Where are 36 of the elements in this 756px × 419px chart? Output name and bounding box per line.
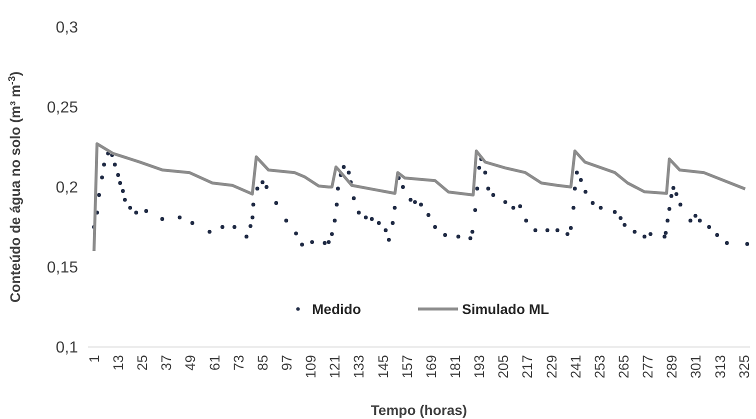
legend-label: Medido	[312, 300, 361, 317]
x-tick-label: 325	[736, 354, 752, 378]
x-tick-label: 37	[158, 354, 174, 371]
x-tick-label: 265	[616, 354, 632, 378]
x-tick-label: 121	[326, 354, 343, 378]
x-tick-label: 301	[688, 354, 704, 378]
x-tick-label: 25	[134, 354, 150, 371]
x-tick-label: 85	[254, 354, 270, 371]
x-tick-label: 193	[471, 354, 488, 378]
y-tick-label: 0,15	[46, 260, 78, 277]
x-tick-label: 13	[110, 354, 126, 371]
y-tick-label: 0,1	[56, 340, 78, 357]
x-tick-label: 313	[712, 354, 728, 378]
y-tick-label: 0,2	[56, 180, 78, 197]
y-tick-label: 0,25	[46, 100, 78, 117]
x-tick-label: 217	[519, 354, 536, 378]
x-tick-label: 289	[664, 354, 680, 378]
x-tick-label: 169	[422, 354, 439, 378]
x-tick-label: 181	[447, 354, 464, 378]
x-axis-title: Tempo (horas)	[370, 402, 468, 418]
x-tick-label: 49	[182, 354, 198, 371]
x-tick-label: 277	[640, 354, 656, 378]
x-tick-label: 97	[278, 354, 294, 371]
legend-label: Simulado ML	[462, 300, 550, 317]
x-tick-label: 157	[398, 354, 415, 378]
x-tick-label: 253	[591, 354, 608, 378]
x-tick-label: 205	[495, 354, 512, 378]
x-tick-label: 1	[86, 354, 102, 363]
x-tick-label: 133	[350, 354, 367, 378]
x-tick-label: 145	[374, 354, 391, 378]
x-tick-label: 241	[567, 354, 584, 378]
y-tick-label: 0,3	[56, 20, 78, 37]
x-tick-label: 229	[543, 354, 560, 378]
x-tick-label: 109	[302, 354, 319, 378]
x-tick-label: 61	[206, 354, 222, 371]
x-tick-label: 73	[230, 354, 246, 371]
